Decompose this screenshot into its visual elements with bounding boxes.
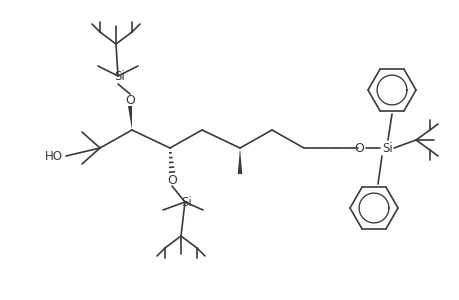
Polygon shape bbox=[128, 106, 132, 130]
Text: Si: Si bbox=[114, 70, 125, 83]
Text: Si: Si bbox=[382, 142, 392, 154]
Text: Si: Si bbox=[181, 196, 192, 208]
Text: O: O bbox=[353, 142, 363, 154]
Text: O: O bbox=[125, 94, 134, 106]
Text: O: O bbox=[167, 173, 177, 187]
Text: HO: HO bbox=[45, 149, 63, 163]
Polygon shape bbox=[237, 148, 242, 174]
